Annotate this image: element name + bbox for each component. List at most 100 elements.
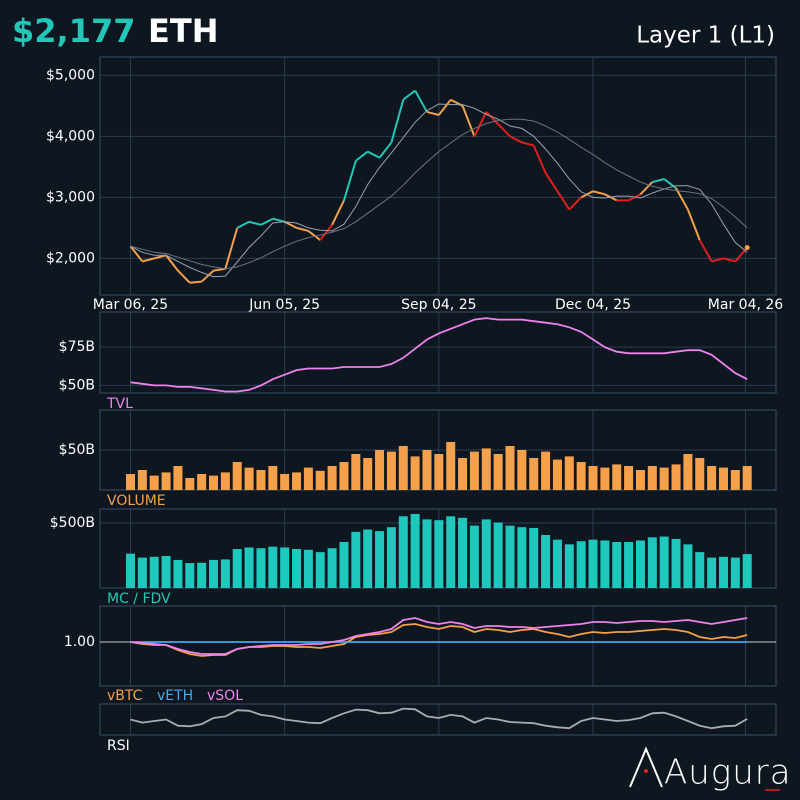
price-segment — [734, 246, 748, 263]
bar — [209, 475, 219, 490]
bar — [410, 456, 420, 490]
bar — [280, 547, 290, 588]
bar — [481, 448, 491, 490]
bar — [718, 556, 728, 588]
price-segment — [568, 196, 582, 211]
bar — [363, 458, 373, 490]
y-tick-label: $4,000 — [46, 128, 95, 144]
price-segment — [473, 111, 488, 137]
bar — [220, 559, 230, 588]
price-segment — [723, 257, 736, 263]
bar — [529, 527, 539, 588]
price-segment — [652, 178, 665, 184]
bar — [256, 548, 266, 588]
last-price-dot — [744, 245, 750, 251]
bar — [339, 462, 349, 490]
bar — [458, 458, 468, 490]
bar — [446, 516, 456, 588]
bar — [659, 536, 669, 588]
bar — [505, 525, 515, 588]
bar — [244, 547, 254, 588]
price-segment — [378, 141, 393, 159]
bar — [220, 472, 230, 490]
price-segment — [284, 220, 297, 229]
price-segment — [153, 254, 167, 260]
bar — [375, 450, 385, 490]
price-segment — [165, 254, 179, 272]
panel-frame — [99, 703, 777, 736]
price-segment — [200, 269, 215, 283]
x-tick-label: Sep 04, 25 — [401, 297, 476, 313]
series-line — [130, 118, 748, 270]
price-segment — [367, 150, 381, 159]
logo-mark — [629, 746, 663, 788]
bar — [469, 525, 479, 588]
legend-label: vSOL — [207, 688, 243, 704]
bar — [422, 450, 432, 490]
price-segment — [532, 145, 547, 174]
bar — [185, 563, 195, 588]
bar — [612, 464, 622, 490]
bar — [303, 549, 313, 588]
price-segment — [639, 181, 654, 196]
bar — [683, 544, 693, 588]
bar — [410, 513, 420, 588]
price-segment — [461, 105, 476, 137]
bar — [256, 470, 266, 490]
bar — [149, 475, 159, 490]
bar — [446, 442, 456, 490]
x-tick-label: Dec 04, 25 — [555, 297, 631, 313]
legend-label: vBTC — [107, 688, 143, 704]
series-line — [130, 103, 748, 278]
bar — [244, 467, 254, 490]
bar — [434, 520, 444, 588]
bar — [209, 559, 219, 588]
bar — [707, 557, 717, 588]
price-segment — [248, 220, 262, 226]
bar — [232, 462, 242, 490]
price-segment — [177, 269, 191, 284]
price-segment — [438, 99, 452, 116]
bar — [137, 470, 147, 490]
bar — [161, 556, 171, 588]
price-segment — [556, 190, 571, 211]
x-tick-label: Mar 04, 26 — [708, 297, 783, 313]
bar — [137, 557, 147, 588]
bar — [671, 464, 681, 490]
y-tick-label: $50B — [59, 377, 95, 393]
bar — [173, 466, 183, 490]
series-line — [130, 317, 748, 393]
x-tick-label: Mar 06, 25 — [93, 297, 168, 313]
bar — [517, 450, 527, 490]
price-segment — [497, 123, 511, 138]
bar — [564, 456, 574, 490]
y-tick-label: $500B — [50, 515, 95, 531]
bar — [541, 451, 551, 490]
category: Layer 1 (L1) — [636, 23, 775, 49]
price-label: $2,177 — [12, 12, 135, 50]
bar — [303, 467, 313, 490]
bar — [351, 454, 361, 490]
price-segment — [331, 199, 345, 226]
bar — [351, 531, 361, 588]
bar — [292, 472, 302, 490]
bar — [529, 458, 539, 490]
legend-label: vETH — [157, 688, 193, 704]
price-segment — [686, 209, 701, 241]
price-segment — [319, 224, 333, 241]
price-segment — [711, 257, 724, 263]
price-segment — [485, 111, 499, 125]
bar — [386, 451, 396, 490]
bar — [339, 542, 349, 588]
price-segment — [414, 90, 428, 113]
bar — [173, 559, 183, 588]
bar — [707, 466, 717, 490]
bar — [718, 467, 728, 490]
bar — [730, 557, 740, 588]
bar — [493, 522, 503, 588]
bar — [280, 474, 290, 490]
bar — [552, 459, 562, 490]
bar — [730, 470, 740, 490]
